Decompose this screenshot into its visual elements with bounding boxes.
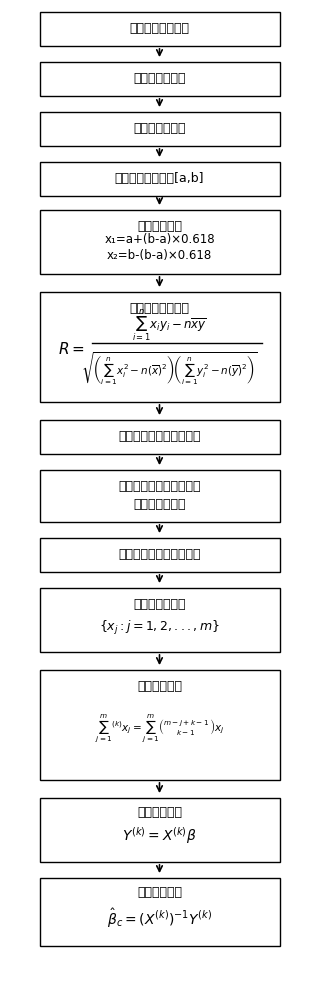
- FancyBboxPatch shape: [40, 538, 279, 572]
- FancyBboxPatch shape: [40, 588, 279, 652]
- FancyBboxPatch shape: [40, 112, 279, 146]
- Text: x₁=a+(b-a)×0.618: x₁=a+(b-a)×0.618: [104, 233, 215, 246]
- FancyBboxPatch shape: [40, 12, 279, 46]
- Text: 黄金分割布点: 黄金分割布点: [137, 220, 182, 232]
- Text: 热特性仿真分析: 热特性仿真分析: [133, 122, 186, 135]
- FancyBboxPatch shape: [40, 670, 279, 780]
- FancyBboxPatch shape: [40, 162, 279, 196]
- FancyBboxPatch shape: [40, 62, 279, 96]
- Text: $\hat{\beta}_c=(X^{(k)})^{-1}Y^{(k)}$: $\hat{\beta}_c=(X^{(k)})^{-1}Y^{(k)}$: [107, 906, 212, 930]
- Text: $\sum_{j=1}^{m}{}^{(k)}x_j=\sum_{j=1}^{m}\binom{m-j+k-1}{k-1}x_j$: $\sum_{j=1}^{m}{}^{(k)}x_j=\sum_{j=1}^{m…: [95, 713, 224, 745]
- Text: x₂=b-(b-a)×0.618: x₂=b-(b-a)×0.618: [107, 249, 212, 262]
- Text: 获取热误差样本: 获取热误差样本: [133, 597, 186, 610]
- Text: 主轴三维模型构建: 主轴三维模型构建: [130, 22, 189, 35]
- FancyBboxPatch shape: [40, 420, 279, 454]
- Text: 以此类推，直至迭代缩小: 以此类推，直至迭代缩小: [118, 480, 201, 492]
- Text: 热边界参数确定: 热边界参数确定: [133, 73, 186, 86]
- FancyBboxPatch shape: [40, 798, 279, 862]
- Text: $\{x_j:j=1,2,...,m\}$: $\{x_j:j=1,2,...,m\}$: [99, 619, 220, 637]
- Text: 保留相关系数较大的测点: 保留相关系数较大的测点: [118, 430, 201, 444]
- Text: 在此区域内均匀布点测试: 在此区域内均匀布点测试: [118, 548, 201, 562]
- FancyBboxPatch shape: [40, 210, 279, 274]
- FancyBboxPatch shape: [40, 470, 279, 522]
- Text: 至最佳热敏区域: 至最佳热敏区域: [133, 498, 186, 512]
- FancyBboxPatch shape: [40, 878, 279, 946]
- Text: $\sqrt{\left(\sum_{i=1}^{n}x_i^2-n\left(\overline{x}\right)^2\right)\left(\sum_{: $\sqrt{\left(\sum_{i=1}^{n}x_i^2-n\left(…: [81, 351, 258, 387]
- Text: 模型参数估计: 模型参数估计: [137, 886, 182, 898]
- Text: $Y^{(k)}=X^{(k)}\beta$: $Y^{(k)}=X^{(k)}\beta$: [122, 826, 197, 846]
- Text: 构建矩阵方程: 构建矩阵方程: [137, 806, 182, 818]
- FancyBboxPatch shape: [40, 292, 279, 402]
- Text: $R=$: $R=$: [58, 341, 85, 357]
- Text: 布点处相关性求解: 布点处相关性求解: [130, 302, 189, 316]
- Text: 累积算子求和: 累积算子求和: [137, 680, 182, 694]
- Text: 初步量化热敏区域[a,b]: 初步量化热敏区域[a,b]: [115, 172, 204, 186]
- Text: $\sum_{i=1}^{n}x_iy_i-n\overline{x}\overline{y}$: $\sum_{i=1}^{n}x_iy_i-n\overline{x}\over…: [132, 307, 207, 343]
